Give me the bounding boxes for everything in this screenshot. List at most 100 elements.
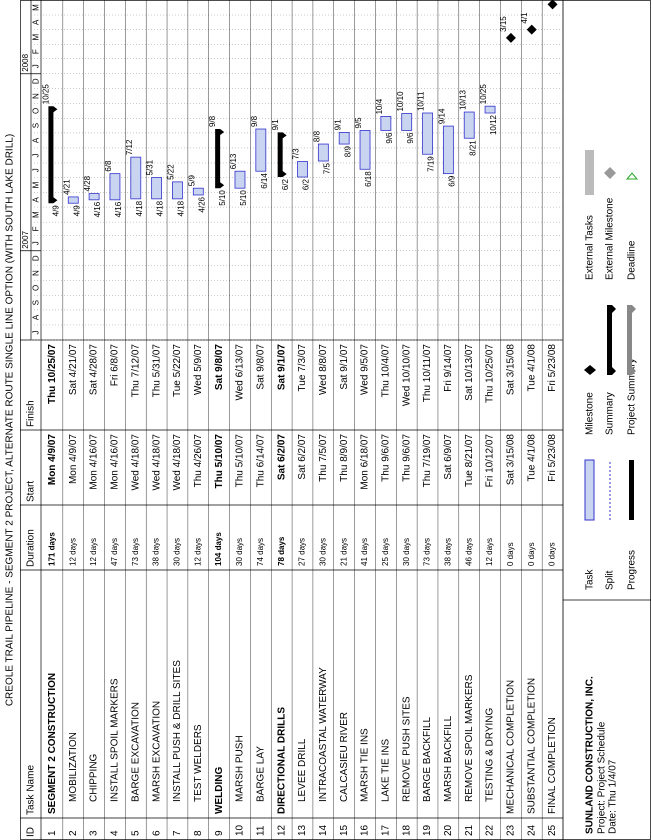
task-finish: Sat 9/1/07 bbox=[276, 344, 287, 391]
bar-label: 6/14 bbox=[260, 173, 269, 189]
bar-label: 9/8 bbox=[208, 115, 217, 127]
task-duration: 38 days bbox=[152, 538, 161, 566]
month-label: F bbox=[32, 226, 41, 231]
bar-label: 10/13 bbox=[458, 89, 467, 110]
task-start: Thu 7/5/07 bbox=[318, 434, 329, 482]
task-finish: Sat 3/15/08 bbox=[506, 344, 517, 396]
task-name: WELDING bbox=[214, 767, 225, 814]
task-bar bbox=[109, 173, 121, 201]
task-name: TEST WELDERS bbox=[193, 724, 204, 802]
bar-label: 4/16 bbox=[93, 201, 102, 217]
task-finish: Wed 10/10/07 bbox=[401, 344, 412, 407]
task-start: Wed 4/18/07 bbox=[130, 434, 141, 491]
task-finish: Sat 9/1/07 bbox=[339, 344, 350, 390]
task-start: Sat 6/2/07 bbox=[276, 434, 287, 481]
task-finish: Tue 7/3/07 bbox=[297, 344, 308, 392]
task-finish: Wed 5/9/07 bbox=[193, 344, 204, 395]
legend-swatch bbox=[584, 459, 595, 521]
company: SUNLAND CONSTRUCTION, INC. bbox=[585, 676, 596, 834]
task-name: MARSH BACKFILL bbox=[443, 715, 454, 802]
task-start: Tue 8/21/07 bbox=[464, 434, 475, 487]
task-name: CHIPPING bbox=[89, 753, 100, 802]
task-start: Wed 4/18/07 bbox=[172, 434, 183, 491]
task-id: 19 bbox=[422, 824, 433, 836]
year-label: 2008 bbox=[21, 53, 30, 71]
task-finish: Thu 10/11/07 bbox=[422, 344, 433, 403]
month-label: S bbox=[32, 300, 41, 305]
bar-label: 5/22 bbox=[167, 164, 176, 180]
month-label: M bbox=[32, 4, 41, 11]
task-id: 5 bbox=[130, 830, 141, 836]
bar-label: 4/18 bbox=[177, 200, 186, 216]
task-name: MARSH TIE INS bbox=[360, 728, 371, 802]
task-id: 18 bbox=[401, 824, 412, 836]
task-duration: 46 days bbox=[464, 538, 473, 566]
task-duration: 73 days bbox=[423, 538, 432, 566]
task-name: SUBSTANTIAL COMPLETION bbox=[526, 678, 537, 814]
task-finish: Fri 9/14/07 bbox=[443, 344, 454, 392]
task-duration: 47 days bbox=[110, 538, 119, 566]
task-id: 23 bbox=[506, 824, 517, 836]
task-id: 7 bbox=[172, 830, 183, 836]
task-finish: Thu 10/25/07 bbox=[485, 344, 496, 403]
month-label: D bbox=[32, 78, 41, 84]
column-header: Task Name bbox=[26, 765, 37, 815]
task-finish: Thu 10/25/07 bbox=[47, 344, 58, 404]
legend-label: Deadline bbox=[627, 240, 638, 280]
month-label: A bbox=[32, 19, 41, 25]
task-name: BARGE LAY bbox=[255, 746, 266, 802]
legend-swatch bbox=[625, 172, 639, 180]
bar-label: 10/4 bbox=[375, 98, 384, 114]
task-id: 6 bbox=[151, 830, 162, 836]
bar-label: 3/15 bbox=[499, 16, 508, 32]
month-label: A bbox=[32, 314, 41, 320]
task-finish: Wed 9/5/07 bbox=[360, 344, 371, 395]
task-start: Thu 7/19/07 bbox=[422, 434, 433, 488]
task-finish: Sat 9/8/07 bbox=[255, 344, 266, 390]
task-start: Sat 6/2/07 bbox=[297, 434, 308, 480]
task-start: Mon 6/18/07 bbox=[360, 434, 371, 490]
bar-label: 9/8 bbox=[250, 115, 259, 127]
task-name: INSTALL SPOIL MARKERS bbox=[110, 678, 121, 802]
column-header: Finish bbox=[26, 400, 37, 427]
column-header: ID bbox=[26, 827, 37, 837]
bar-label: 4/26 bbox=[197, 196, 206, 212]
legend-label: Split bbox=[605, 570, 616, 590]
task-duration: 27 days bbox=[298, 538, 307, 566]
task-finish: Tue 5/22/07 bbox=[172, 344, 183, 397]
summary-bar bbox=[215, 129, 225, 189]
task-finish: Wed 6/13/07 bbox=[235, 344, 246, 401]
bar-label: 9/6 bbox=[406, 132, 415, 144]
task-finish: Fri 5/23/08 bbox=[547, 344, 558, 392]
task-finish: Tue 4/1/08 bbox=[526, 344, 537, 392]
summary-bar bbox=[48, 106, 58, 204]
task-start: Thu 4/26/07 bbox=[193, 434, 204, 488]
task-name: TESTING & DRYING bbox=[485, 708, 496, 802]
legend-swatch bbox=[607, 305, 616, 375]
task-name: MECHANICAL COMPLETION bbox=[506, 680, 517, 814]
task-id: 22 bbox=[485, 824, 496, 836]
task-bar bbox=[422, 112, 433, 155]
month-label: A bbox=[32, 137, 41, 143]
bar-label: 9/5 bbox=[354, 117, 363, 129]
task-bar bbox=[463, 111, 475, 139]
task-finish: Wed 8/8/07 bbox=[318, 344, 329, 395]
bar-label: 10/11 bbox=[417, 91, 426, 111]
task-finish: Thu 7/12/07 bbox=[130, 344, 141, 398]
task-bar bbox=[380, 116, 392, 131]
bar-label: 10/25 bbox=[42, 84, 51, 105]
task-duration: 12 days bbox=[68, 538, 77, 566]
month-label: N bbox=[32, 93, 41, 99]
month-label: D bbox=[32, 255, 41, 261]
task-start: Thu 5/10/07 bbox=[235, 434, 246, 488]
task-id: 1 bbox=[47, 830, 58, 836]
task-start: Mon 4/9/07 bbox=[47, 434, 58, 486]
bar-label: 9/14 bbox=[437, 108, 446, 124]
task-id: 21 bbox=[464, 824, 475, 836]
task-duration: 0 days bbox=[527, 542, 536, 566]
task-name: SEGMENT 2 CONSTRUCTION bbox=[47, 673, 58, 814]
bar-label: 10/25 bbox=[479, 84, 488, 105]
bar-label: 5/10 bbox=[239, 190, 248, 206]
bar-label: 7/19 bbox=[427, 156, 436, 172]
